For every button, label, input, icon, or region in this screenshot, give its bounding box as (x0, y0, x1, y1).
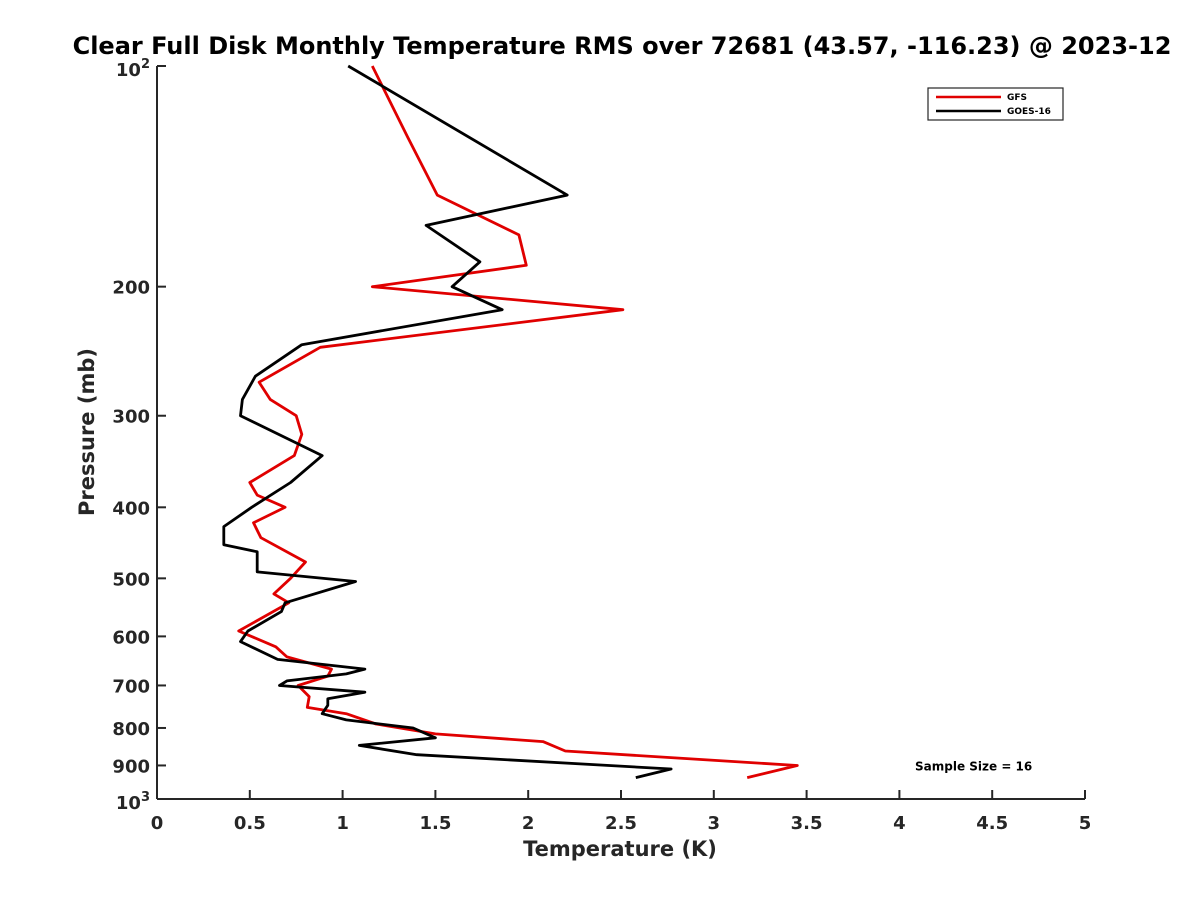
y-ticks: 200 300 400 500 600 700 800 900 (112, 65, 166, 800)
x-tick-label: 0.5 (234, 813, 266, 834)
x-tick-label: 1 (336, 813, 349, 834)
x-tick-label: 4.5 (976, 813, 1008, 834)
y-tick-label: 600 (112, 627, 150, 648)
x-tick-label: 1.5 (419, 813, 451, 834)
y-tick-label-max: 103 (116, 790, 150, 814)
y-tick-label: 200 (112, 278, 150, 299)
x-tick-label: 3 (708, 813, 721, 834)
legend-label-goes-16: GOES-16 (1007, 107, 1051, 117)
sample-size-annotation: Sample Size = 16 (915, 759, 1032, 773)
plot-area: 0 0.5 1 1.5 2 2.5 3 3.5 4 4.5 5 200 300 400 500 600 700… (112, 64, 1092, 834)
x-axis-label: Temperature (K) (523, 837, 717, 861)
legend-label-gfs: GFS (1007, 93, 1027, 103)
x-tick-label: 0 (151, 813, 164, 834)
y-tick-label: 500 (112, 569, 150, 590)
series-lines (222, 64, 799, 779)
y-tick-label: 800 (112, 719, 150, 740)
y-axis-label: Pressure (mb) (75, 348, 99, 516)
chart-title: Clear Full Disk Monthly Temperature RMS … (73, 32, 1172, 60)
series-line-goes-16 (222, 64, 673, 779)
legend-box (927, 87, 1064, 121)
y-tick-label: 700 (112, 676, 150, 697)
y-tick-label: 900 (112, 756, 150, 777)
x-tick-label: 3.5 (791, 813, 823, 834)
series-line-gfs (237, 65, 799, 779)
x-tick-label: 2.5 (605, 813, 637, 834)
y-tick-label-min: 102 (116, 57, 150, 81)
y-tick-label: 400 (112, 498, 150, 519)
x-ticks: 0 0.5 1 1.5 2 2.5 3 3.5 4 4.5 5 (151, 790, 1092, 834)
x-tick-label: 4 (893, 813, 906, 834)
legend: GFS GOES-16 (927, 87, 1064, 121)
y-tick-label: 300 (112, 407, 150, 428)
x-tick-label: 2 (522, 813, 535, 834)
x-tick-label: 5 (1079, 813, 1092, 834)
